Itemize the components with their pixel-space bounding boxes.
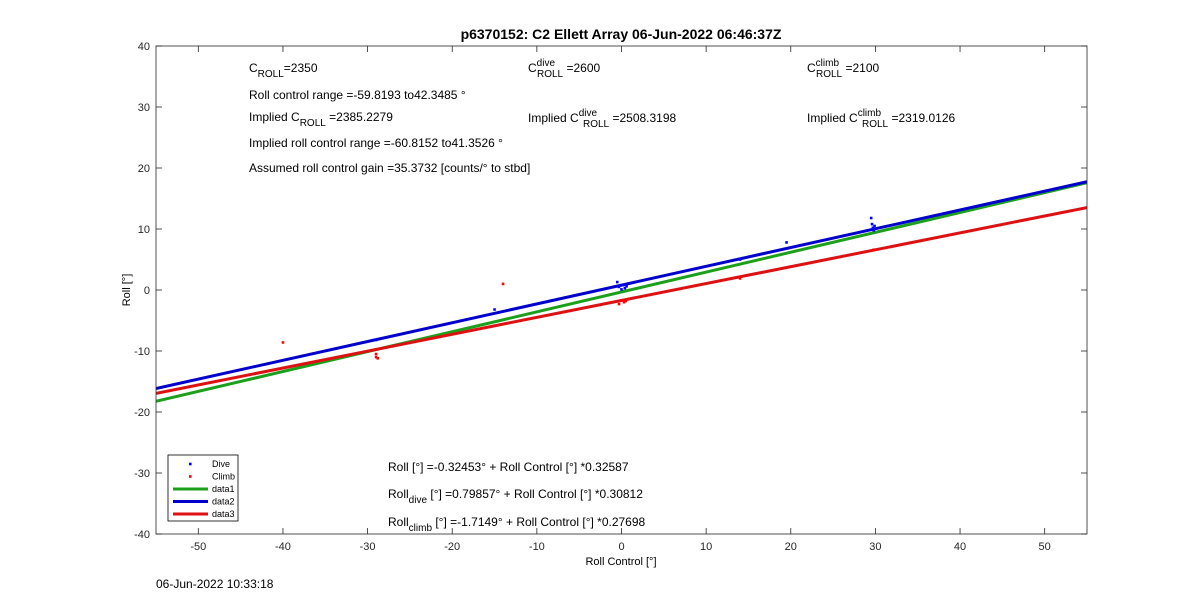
- implied-c-dive: Implied Cdive ROLL =2508.3198: [528, 108, 677, 130]
- legend-label-climb: Climb: [212, 472, 235, 482]
- point-climb: [281, 341, 285, 344]
- roll-control-gain: Assumed roll control gain =35.3732 [coun…: [249, 161, 530, 175]
- point-dive: [871, 226, 875, 230]
- point-climb: [617, 302, 621, 306]
- axes: [155, 45, 1088, 535]
- x-tick-label: 50: [1039, 541, 1051, 553]
- x-tick-label: 30: [869, 541, 881, 553]
- tick-labels: -50 -40 -30 -20 -10 0 10 20 30 40 50 -40 -30 -20 -10 0 1…: [134, 41, 1051, 553]
- fit-line-data1: [156, 181, 1087, 403]
- legend-label-dive: Dive: [212, 459, 230, 469]
- fit-dive-equation: Rolldive [°] =0.79857° + Roll Control [°…: [388, 487, 643, 506]
- legend: Dive Climb data1 data2 data3: [167, 454, 239, 522]
- implied-c-roll: Implied CROLL =2385.2279: [249, 110, 393, 129]
- point-climb: [738, 277, 742, 280]
- implied-c-climb: Implied Cclimb ROLL =2319.0126: [807, 108, 956, 130]
- y-tick-label: -30: [134, 468, 150, 480]
- point-climb: [376, 357, 380, 360]
- implied-roll-control-range: Implied roll control range =-60.8152 to4…: [249, 136, 503, 150]
- point-dive: [873, 224, 876, 228]
- y-tick-label: 40: [138, 41, 150, 53]
- x-tick-label: 10: [700, 541, 712, 553]
- fit-line-data2: [156, 180, 1087, 390]
- fit-lines: [156, 180, 1087, 403]
- point-dive: [374, 338, 378, 342]
- legend-label-data1: data1: [212, 484, 235, 494]
- plot-timestamp: 06-Jun-2022 10:33:18: [156, 577, 274, 591]
- point-dive: [872, 228, 876, 232]
- roll-control-range: Roll control range =-59.8193 to42.3485 °: [249, 88, 466, 102]
- point-dive: [617, 285, 621, 289]
- point-dive: [625, 285, 628, 288]
- chart-title: p6370152: C2 Ellett Array 06-Jun-2022 06…: [461, 26, 782, 42]
- y-tick-label: 0: [144, 285, 150, 297]
- legend-label-data2: data2: [212, 497, 235, 507]
- point-dive: [615, 280, 619, 284]
- point-climb: [624, 299, 628, 303]
- point-dive: [621, 283, 625, 287]
- y-axis-label: Roll [°]: [121, 274, 133, 307]
- c-roll-annotation: CROLL=2350: [249, 61, 318, 80]
- y-tick-label: 30: [138, 102, 150, 114]
- point-dive: [870, 222, 874, 226]
- x-tick-label: -50: [190, 541, 206, 553]
- fit-climb-equation: Rollclimb [°] =-1.7149° + Roll Control […: [388, 515, 646, 534]
- x-tick-label: -40: [275, 541, 291, 553]
- y-tick-label: -20: [134, 407, 150, 419]
- x-tick-label: 40: [954, 541, 966, 553]
- point-climb: [620, 299, 623, 302]
- point-dive: [623, 286, 627, 290]
- legend-label-data3: data3: [212, 509, 235, 519]
- x-tick-label: -30: [360, 541, 376, 553]
- point-dive: [738, 258, 742, 261]
- legend-marker-dive: [189, 462, 192, 466]
- point-climb: [374, 355, 378, 359]
- point-dive: [493, 308, 496, 311]
- x-tick-label: 20: [785, 541, 797, 553]
- point-dive: [785, 241, 788, 244]
- annotations: CROLL=2350 Cdive ROLL =2600 Cclimb ROLL =2…: [249, 58, 956, 534]
- data-points: [281, 216, 876, 360]
- point-dive: [620, 288, 623, 291]
- legend-marker-climb: [189, 475, 192, 478]
- fit-all-equation: Roll [°] =-0.32453° + Roll Control [°] *…: [388, 460, 629, 474]
- y-tick-label: 10: [138, 224, 150, 236]
- x-tick-label: 0: [618, 541, 624, 553]
- x-tick-label: -20: [444, 541, 460, 553]
- x-tick-label: -10: [529, 541, 545, 553]
- point-climb: [622, 300, 626, 304]
- c-dive-annotation: Cdive ROLL =2600: [528, 58, 600, 80]
- x-axis-label: Roll Control [°]: [585, 556, 656, 568]
- point-climb: [374, 352, 378, 356]
- point-climb: [501, 282, 505, 286]
- y-tick-label: -10: [134, 346, 150, 358]
- y-tick-label: 20: [138, 163, 150, 175]
- y-tick-label: -40: [134, 529, 150, 541]
- point-climb: [872, 248, 876, 252]
- c-climb-annotation: Cclimb ROLL =2100: [807, 58, 879, 80]
- point-dive: [869, 216, 873, 220]
